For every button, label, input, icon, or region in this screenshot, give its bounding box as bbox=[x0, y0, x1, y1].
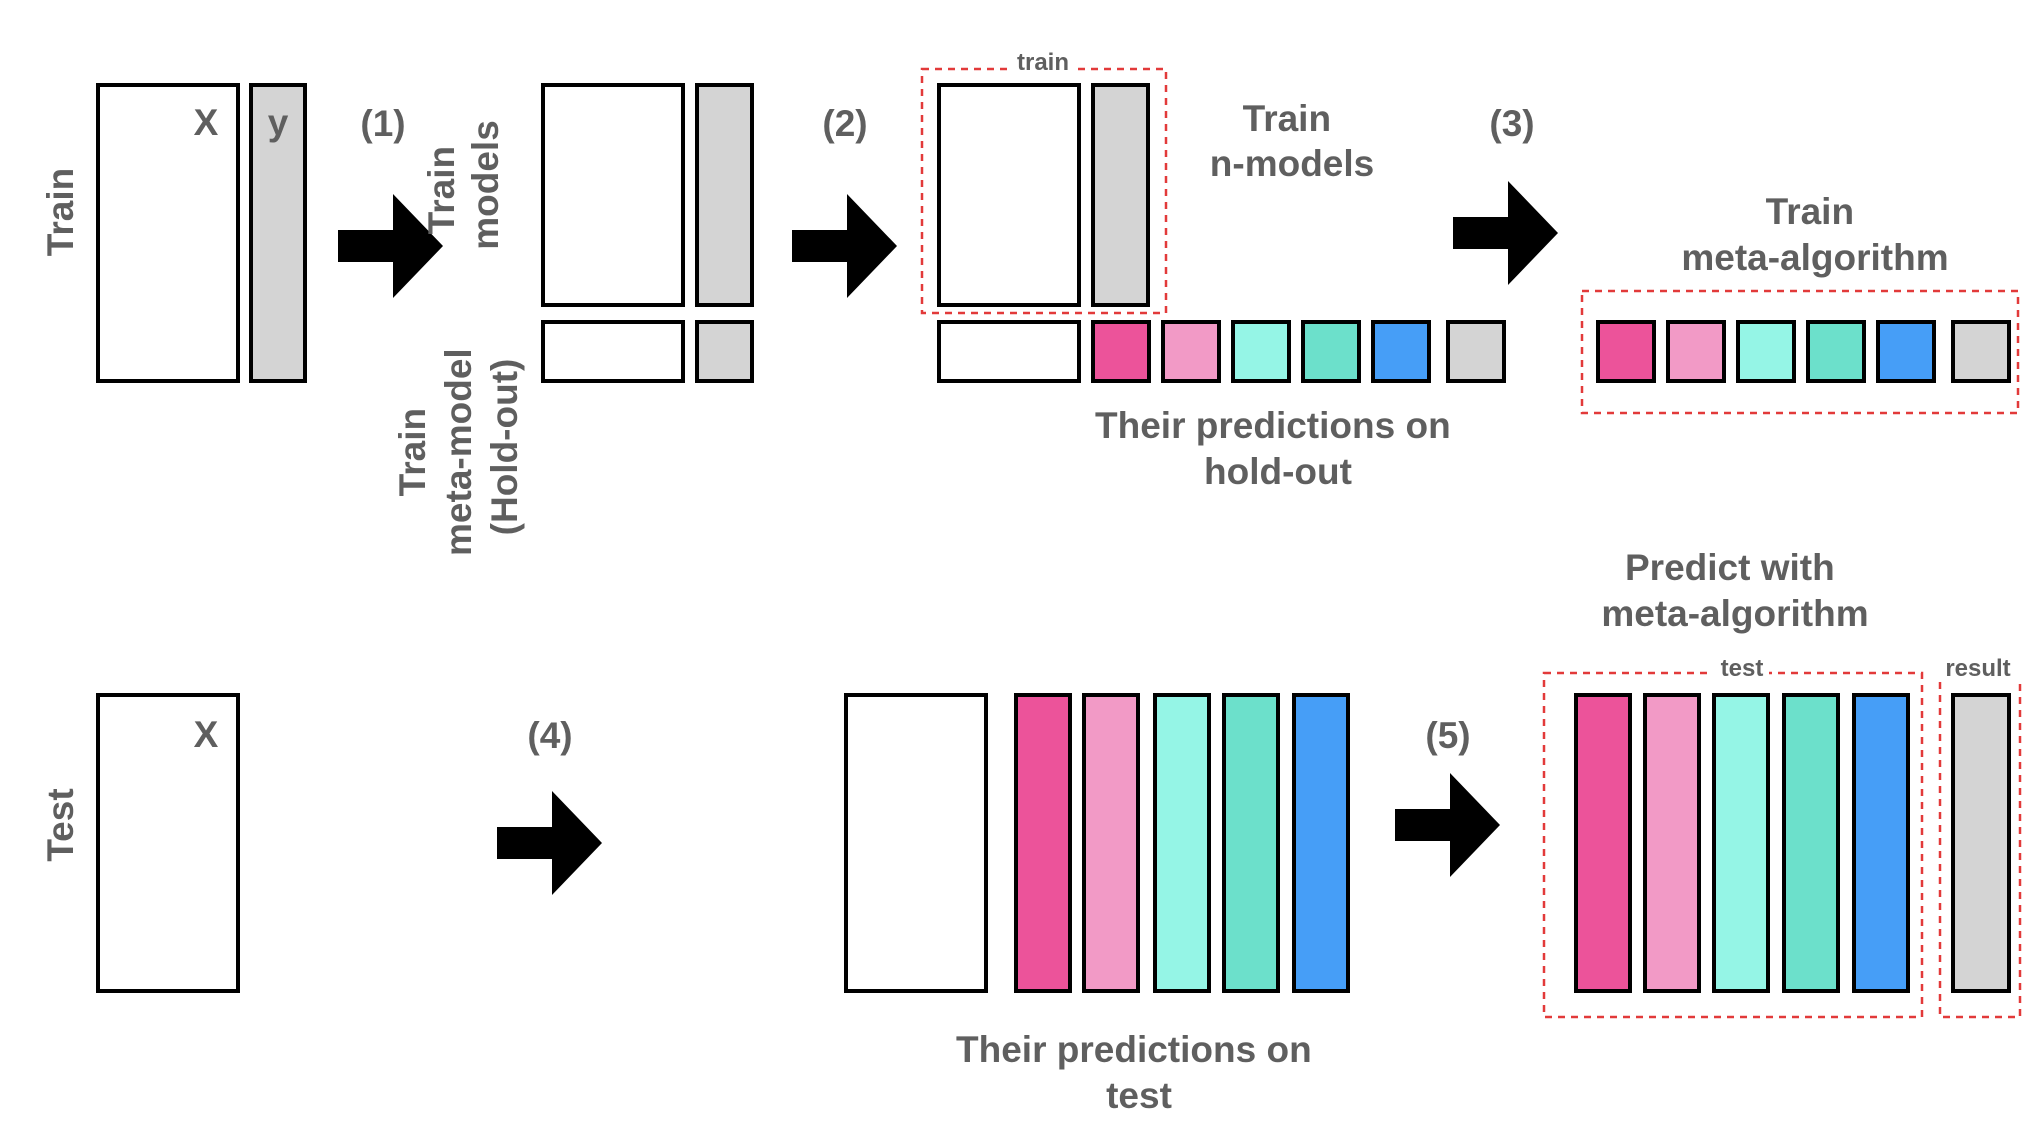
arrow-right-icon bbox=[1395, 773, 1500, 877]
models-train-y-box bbox=[1091, 83, 1150, 307]
final-pred-2 bbox=[1643, 693, 1701, 993]
train-x-label: X bbox=[194, 102, 219, 143]
test-pred-2 bbox=[1082, 693, 1140, 993]
final-pred-3 bbox=[1712, 693, 1770, 993]
holdout-pred-3 bbox=[1231, 320, 1291, 383]
result-label-bg bbox=[1931, 652, 2025, 680]
test-pred-4 bbox=[1222, 693, 1280, 993]
holdout-x-box bbox=[541, 320, 685, 383]
meta-target bbox=[1951, 320, 2011, 383]
train-n-models-line-1: Train bbox=[1243, 98, 1331, 139]
test-frame-label: test bbox=[1721, 655, 1764, 682]
train-meta-model-label: Train meta-model (Hold-out) bbox=[392, 338, 525, 556]
test-pred-1 bbox=[1014, 693, 1072, 993]
meta-train-dashed-frame bbox=[1580, 289, 2020, 415]
train-frame-label: train bbox=[1017, 49, 1069, 76]
train-y-label: y bbox=[268, 102, 289, 143]
models-train-x-box bbox=[937, 83, 1081, 307]
train-x-box bbox=[96, 83, 240, 383]
predictions-test-line-2: test bbox=[1106, 1075, 1172, 1116]
result-frame-label: result bbox=[1945, 655, 2010, 682]
predictions-test-line-1: Their predictions on bbox=[956, 1029, 1312, 1070]
holdout-target bbox=[1446, 320, 1506, 383]
predictions-holdout-line-1: Their predictions on bbox=[1095, 405, 1451, 446]
step-2-label: (2) bbox=[822, 103, 867, 144]
train-meta-model-line-3: (Hold-out) bbox=[484, 359, 525, 536]
holdout-x-box-2 bbox=[937, 320, 1081, 383]
predict-meta-algorithm-line-2: meta-algorithm bbox=[1601, 593, 1868, 634]
step-3-label: (3) bbox=[1489, 103, 1534, 144]
meta-pred-1 bbox=[1596, 320, 1656, 383]
train-y-box bbox=[249, 83, 307, 383]
final-pred-5 bbox=[1852, 693, 1910, 993]
predict-meta-algorithm-line-1: Predict with bbox=[1625, 547, 1835, 588]
holdout-pred-5 bbox=[1371, 320, 1431, 383]
arrow-right-icon bbox=[792, 194, 897, 298]
predict-meta-algorithm-label: Predict with meta-algorithm bbox=[1601, 547, 1868, 634]
test-pred-3 bbox=[1153, 693, 1211, 993]
train-models-line-1: Train bbox=[421, 146, 462, 234]
holdout-y-box bbox=[695, 320, 754, 383]
meta-pred-2 bbox=[1666, 320, 1726, 383]
step-1-label: (1) bbox=[360, 103, 405, 144]
train-models-line-2: models bbox=[465, 120, 506, 250]
predictions-holdout-label: Their predictions on hold-out bbox=[1095, 405, 1461, 492]
holdout-pred-4 bbox=[1301, 320, 1361, 383]
predictions-holdout-line-2: hold-out bbox=[1204, 451, 1352, 492]
step-4-label: (4) bbox=[527, 715, 572, 756]
train-meta-algorithm-label: Train meta-algorithm bbox=[1681, 191, 1948, 278]
arrow-right-icon bbox=[1453, 181, 1558, 285]
test-x-label: X bbox=[194, 714, 219, 755]
train-label-bg bbox=[1012, 50, 1074, 78]
train-models-label: Train models bbox=[421, 120, 506, 250]
train-n-models-label: Train n-models bbox=[1210, 98, 1374, 184]
final-pred-1 bbox=[1574, 693, 1632, 993]
train-meta-algorithm-line-2: meta-algorithm bbox=[1681, 237, 1948, 278]
test-x-box-2 bbox=[844, 693, 988, 993]
meta-pred-3 bbox=[1736, 320, 1796, 383]
train-meta-algorithm-line-1: Train bbox=[1766, 191, 1854, 232]
split-train-x-box bbox=[541, 83, 685, 307]
final-pred-4 bbox=[1782, 693, 1840, 993]
test-label-bg bbox=[1707, 652, 1769, 680]
test-row-label: Test bbox=[40, 788, 81, 861]
arrow-right-icon bbox=[497, 791, 602, 895]
meta-pred-4 bbox=[1806, 320, 1866, 383]
test-pred-5 bbox=[1292, 693, 1350, 993]
train-row-label: Train bbox=[40, 168, 81, 256]
train-meta-model-line-2: meta-model bbox=[438, 348, 479, 556]
predictions-test-label: Their predictions on test bbox=[956, 1029, 1322, 1116]
holdout-pred-2 bbox=[1161, 320, 1221, 383]
holdout-pred-1 bbox=[1091, 320, 1151, 383]
result-box bbox=[1951, 693, 2011, 993]
train-n-models-line-2: n-models bbox=[1210, 143, 1374, 184]
step-5-label: (5) bbox=[1425, 715, 1470, 756]
train-meta-model-line-1: Train bbox=[392, 408, 433, 496]
test-x-box bbox=[96, 693, 240, 993]
meta-pred-5 bbox=[1876, 320, 1936, 383]
split-train-y-box bbox=[695, 83, 754, 307]
